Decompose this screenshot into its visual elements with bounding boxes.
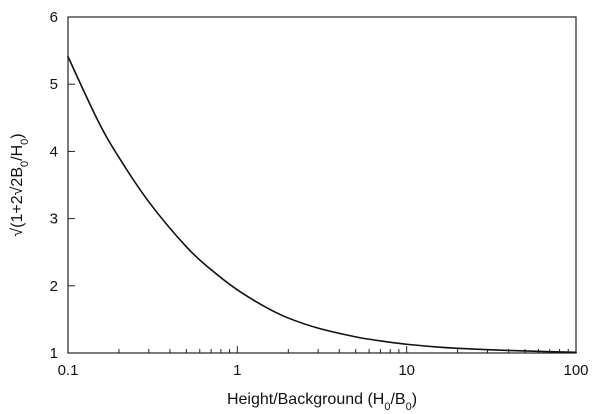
y-tick-label: 3: [50, 211, 58, 228]
series-line: [67, 55, 577, 354]
y-tick-label: 1: [50, 345, 58, 362]
y-tick-label: 2: [50, 278, 58, 295]
y-tick-label: 5: [50, 76, 58, 93]
plot-frame: [67, 16, 577, 354]
y-axis-title: √(1+2√2B0/H0): [9, 133, 31, 236]
x-tick-label: 100: [563, 362, 588, 379]
y-ticks: 1 2 3 4 5 6: [50, 9, 75, 362]
x-axis-title: Height/Background (H0/B0): [227, 391, 417, 413]
y-tick-label: 6: [50, 9, 58, 26]
y-tick-label: 4: [50, 143, 58, 160]
x-tick-label: 10: [398, 362, 415, 379]
x-tick-label: 0.1: [58, 362, 79, 379]
x-ticks: 0.1 1 10 100: [58, 346, 589, 379]
x-tick-label: 1: [233, 362, 241, 379]
